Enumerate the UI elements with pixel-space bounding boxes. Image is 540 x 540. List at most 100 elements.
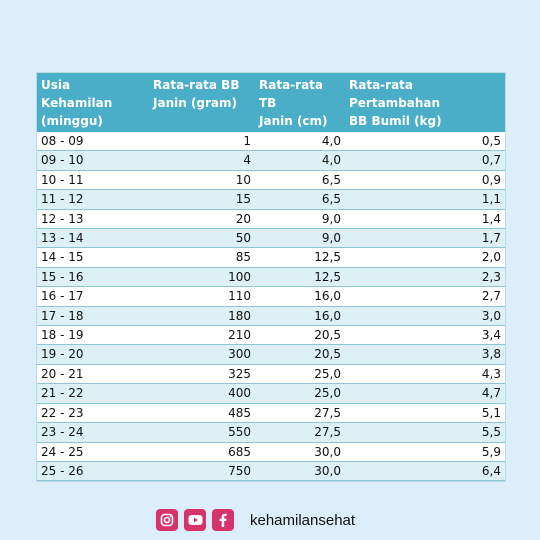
cell-gestational-age: 14 - 15 bbox=[37, 247, 149, 268]
table-row: 19 - 20 300 20,5 3,8 bbox=[37, 344, 505, 365]
cell-fetal-weight: 325 bbox=[149, 364, 255, 385]
cell-mother-weight-gain: 3,0 bbox=[345, 306, 505, 327]
pregnancy-weight-table: Usia Kehamilan (minggu) Rata-rata BB Jan… bbox=[37, 73, 505, 482]
cell-fetal-length: 9,0 bbox=[255, 228, 345, 249]
cell-mother-weight-gain: 6,4 bbox=[345, 461, 505, 482]
cell-mother-weight-gain: 2,3 bbox=[345, 267, 505, 288]
header-fetal-weight: Rata-rata BB Janin (gram) bbox=[149, 73, 255, 132]
data-table-container: Usia Kehamilan (minggu) Rata-rata BB Jan… bbox=[36, 72, 506, 483]
cell-fetal-length: 25,0 bbox=[255, 383, 345, 404]
cell-fetal-weight: 750 bbox=[149, 461, 255, 482]
cell-fetal-length: 4,0 bbox=[255, 150, 345, 171]
table-row: 23 - 24 550 27,5 5,5 bbox=[37, 422, 505, 443]
cell-mother-weight-gain: 2,7 bbox=[345, 286, 505, 307]
table-header: Usia Kehamilan (minggu) Rata-rata BB Jan… bbox=[37, 73, 505, 132]
brand-handle: kehamilansehat bbox=[250, 511, 356, 529]
cell-fetal-length: 16,0 bbox=[255, 286, 345, 307]
cell-fetal-weight: 685 bbox=[149, 442, 255, 462]
cell-gestational-age: 25 - 26 bbox=[37, 461, 149, 482]
cell-fetal-weight: 210 bbox=[149, 325, 255, 346]
cell-fetal-length: 16,0 bbox=[255, 306, 345, 327]
cell-fetal-weight: 100 bbox=[149, 267, 255, 288]
cell-fetal-weight: 300 bbox=[149, 344, 255, 365]
youtube-icon[interactable] bbox=[184, 509, 206, 531]
cell-gestational-age: 19 - 20 bbox=[37, 344, 149, 365]
cell-gestational-age: 09 - 10 bbox=[37, 150, 149, 171]
cell-fetal-length: 27,5 bbox=[255, 403, 345, 424]
header-fetal-length: Rata-rata TB Janin (cm) bbox=[255, 73, 345, 132]
cell-fetal-weight: 20 bbox=[149, 209, 255, 230]
table-row: 24 - 25 685 30,0 5,9 bbox=[37, 442, 505, 462]
cell-fetal-weight: 1 bbox=[149, 132, 255, 152]
cell-mother-weight-gain: 4,3 bbox=[345, 364, 505, 385]
cell-gestational-age: 20 - 21 bbox=[37, 364, 149, 385]
cell-mother-weight-gain: 2,0 bbox=[345, 247, 505, 268]
cell-gestational-age: 13 - 14 bbox=[37, 228, 149, 249]
cell-fetal-weight: 50 bbox=[149, 228, 255, 249]
cell-gestational-age: 23 - 24 bbox=[37, 422, 149, 443]
cell-fetal-weight: 485 bbox=[149, 403, 255, 424]
cell-fetal-length: 20,5 bbox=[255, 325, 345, 346]
facebook-icon[interactable] bbox=[212, 509, 234, 531]
cell-mother-weight-gain: 5,1 bbox=[345, 403, 505, 424]
cell-fetal-weight: 4 bbox=[149, 150, 255, 171]
table-row: 14 - 15 85 12,5 2,0 bbox=[37, 247, 505, 268]
cell-mother-weight-gain: 1,7 bbox=[345, 228, 505, 249]
cell-fetal-length: 4,0 bbox=[255, 132, 345, 152]
cell-mother-weight-gain: 3,4 bbox=[345, 325, 505, 346]
cell-mother-weight-gain: 3,8 bbox=[345, 344, 505, 365]
table-row: 13 - 14 50 9,0 1,7 bbox=[37, 228, 505, 249]
cell-fetal-length: 30,0 bbox=[255, 461, 345, 482]
cell-mother-weight-gain: 5,5 bbox=[345, 422, 505, 443]
cell-fetal-length: 9,0 bbox=[255, 209, 345, 230]
table-row: 20 - 21 325 25,0 4,3 bbox=[37, 364, 505, 385]
cell-mother-weight-gain: 1,4 bbox=[345, 209, 505, 230]
cell-gestational-age: 08 - 09 bbox=[37, 132, 149, 152]
table-row: 18 - 19 210 20,5 3,4 bbox=[37, 325, 505, 346]
table-row: 09 - 10 4 4,0 0,7 bbox=[37, 150, 505, 171]
table-row: 25 - 26 750 30,0 6,4 bbox=[37, 461, 505, 482]
header-mother-weight-gain: Rata-rata Pertambahan BB Bumil (kg) bbox=[345, 73, 505, 132]
table-row: 15 - 16 100 12,5 2,3 bbox=[37, 267, 505, 288]
cell-gestational-age: 22 - 23 bbox=[37, 403, 149, 424]
cell-gestational-age: 11 - 12 bbox=[37, 189, 149, 210]
table-row: 12 - 13 20 9,0 1,4 bbox=[37, 209, 505, 230]
instagram-icon[interactable] bbox=[156, 509, 178, 531]
cell-mother-weight-gain: 0,5 bbox=[345, 132, 505, 152]
social-footer: kehamilansehat bbox=[156, 509, 355, 531]
cell-fetal-length: 6,5 bbox=[255, 189, 345, 210]
cell-gestational-age: 16 - 17 bbox=[37, 286, 149, 307]
header-gestational-age: Usia Kehamilan (minggu) bbox=[37, 73, 149, 132]
cell-gestational-age: 24 - 25 bbox=[37, 442, 149, 462]
table-row: 16 - 17 110 16,0 2,7 bbox=[37, 286, 505, 307]
cell-fetal-length: 12,5 bbox=[255, 267, 345, 288]
cell-fetal-length: 25,0 bbox=[255, 364, 345, 385]
cell-mother-weight-gain: 5,9 bbox=[345, 442, 505, 462]
cell-gestational-age: 10 - 11 bbox=[37, 170, 149, 191]
cell-mother-weight-gain: 0,9 bbox=[345, 170, 505, 191]
cell-fetal-length: 6,5 bbox=[255, 170, 345, 191]
cell-gestational-age: 12 - 13 bbox=[37, 209, 149, 230]
table-row: 10 - 11 10 6,5 0,9 bbox=[37, 170, 505, 191]
table-row: 21 - 22 400 25,0 4,7 bbox=[37, 383, 505, 404]
cell-mother-weight-gain: 0,7 bbox=[345, 150, 505, 171]
cell-fetal-length: 27,5 bbox=[255, 422, 345, 443]
cell-fetal-length: 20,5 bbox=[255, 344, 345, 365]
table-row: 11 - 12 15 6,5 1,1 bbox=[37, 189, 505, 210]
table-row: 17 - 18 180 16,0 3,0 bbox=[37, 306, 505, 327]
cell-mother-weight-gain: 1,1 bbox=[345, 189, 505, 210]
cell-fetal-length: 30,0 bbox=[255, 442, 345, 462]
table-row: 08 - 09 1 4,0 0,5 bbox=[37, 132, 505, 152]
cell-gestational-age: 15 - 16 bbox=[37, 267, 149, 288]
cell-fetal-weight: 10 bbox=[149, 170, 255, 191]
cell-fetal-weight: 15 bbox=[149, 189, 255, 210]
cell-fetal-weight: 180 bbox=[149, 306, 255, 327]
cell-gestational-age: 21 - 22 bbox=[37, 383, 149, 404]
cell-fetal-length: 12,5 bbox=[255, 247, 345, 268]
table-body: 08 - 09 1 4,0 0,5 09 - 10 4 4,0 0,7 10 - 11 10 6,5… bbox=[37, 132, 505, 482]
cell-fetal-weight: 85 bbox=[149, 247, 255, 268]
cell-mother-weight-gain: 4,7 bbox=[345, 383, 505, 404]
cell-fetal-weight: 400 bbox=[149, 383, 255, 404]
cell-fetal-weight: 110 bbox=[149, 286, 255, 307]
cell-gestational-age: 17 - 18 bbox=[37, 306, 149, 327]
